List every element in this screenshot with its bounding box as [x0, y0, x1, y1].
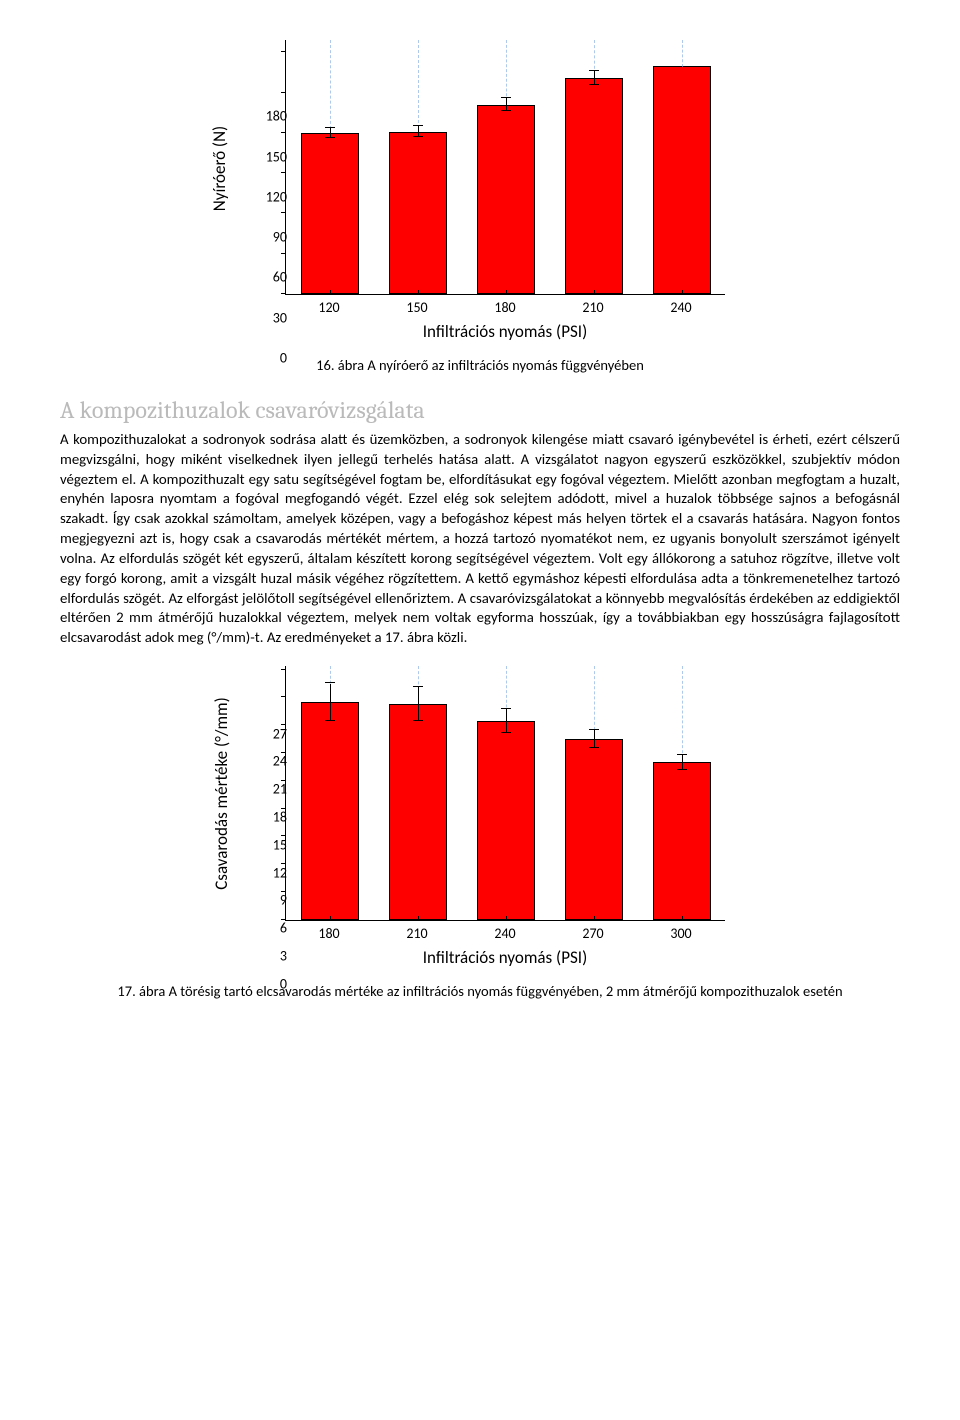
grid-line	[330, 40, 331, 134]
chart-1-caption: 16. ábra A nyíróerő az infiltrációs nyom…	[60, 356, 900, 374]
chart2-y-tick: 24	[273, 753, 287, 770]
chart2-bar	[565, 739, 622, 920]
chart1-x-tick: 150	[406, 299, 427, 316]
grid-line	[418, 40, 419, 133]
chart2-y-tick: 9	[280, 892, 287, 909]
chart1-y-tick: 60	[273, 269, 287, 286]
chart1-y-tick: 180	[266, 108, 287, 125]
tick-mark	[330, 290, 331, 295]
chart2-bar	[389, 704, 446, 920]
chart-2-caption: 17. ábra A törésig tartó elcsavarodás mé…	[60, 982, 900, 1000]
tick-mark	[281, 172, 286, 173]
chart1-y-tick: 90	[273, 229, 287, 246]
error-bar	[594, 730, 595, 749]
error-cap	[501, 732, 511, 733]
error-bar	[506, 709, 507, 733]
chart1-bar	[301, 133, 358, 294]
tick-mark	[594, 290, 595, 295]
error-bar	[330, 684, 331, 721]
chart1-bar	[653, 66, 710, 294]
section-title: A kompozithuzalok csavaróvizsgálata	[60, 396, 900, 424]
chart1-x-tick: 240	[670, 299, 691, 316]
chart2-x-tick: 240	[494, 925, 515, 942]
grid-line	[682, 40, 683, 67]
chart2-x-tick: 270	[582, 925, 603, 942]
chart2-y-tick: 12	[273, 864, 287, 881]
error-cap	[413, 125, 423, 126]
chart-1-container: Nyíróerő (N)0306090120150180120150180210…	[60, 40, 900, 350]
chart1-x-tick: 180	[494, 299, 515, 316]
chart1-y-tick: 0	[280, 350, 287, 367]
error-cap	[501, 97, 511, 98]
tick-mark	[281, 212, 286, 213]
error-cap	[589, 70, 599, 71]
grid-line	[506, 40, 507, 106]
chart2-bar	[301, 702, 358, 920]
error-cap	[589, 747, 599, 748]
error-cap	[325, 127, 335, 128]
tick-mark	[682, 916, 683, 921]
chart2-y-tick: 27	[273, 725, 287, 742]
chart1-y-tick: 150	[266, 148, 287, 165]
chart1-x-label: Infiltrációs nyomás (PSI)	[285, 321, 725, 342]
chart2-x-tick: 210	[406, 925, 427, 942]
chart2-x-label: Infiltrációs nyomás (PSI)	[285, 947, 725, 968]
chart2-x-tick: 300	[670, 925, 691, 942]
error-cap	[413, 686, 423, 687]
error-bar	[418, 687, 419, 720]
error-cap	[325, 682, 335, 683]
error-cap	[501, 708, 511, 709]
grid-line	[682, 666, 683, 763]
chart2-y-tick: 15	[273, 836, 287, 853]
error-cap	[589, 84, 599, 85]
tick-mark	[330, 916, 331, 921]
chart2-bar	[477, 721, 534, 920]
tick-mark	[682, 290, 683, 295]
chart2-bar	[653, 762, 710, 920]
chart1-bar	[389, 132, 446, 294]
error-cap	[325, 137, 335, 138]
tick-mark	[281, 132, 286, 133]
error-cap	[413, 136, 423, 137]
chart1-bar	[565, 78, 622, 294]
chart-1: Nyíróerő (N)0306090120150180120150180210…	[225, 40, 735, 350]
chart-2-container: Csavarodás mértéke (°/mm)036912151821242…	[60, 666, 900, 976]
tick-mark	[281, 696, 286, 697]
chart2-y-tick: 21	[273, 781, 287, 798]
tick-mark	[281, 293, 286, 294]
error-cap	[325, 720, 335, 721]
tick-mark	[281, 92, 286, 93]
chart1-y-tick: 30	[273, 309, 287, 326]
error-bar	[594, 71, 595, 84]
chart2-y-tick: 18	[273, 809, 287, 826]
chart1-y-tick: 120	[266, 188, 287, 205]
chart1-bar	[477, 105, 534, 294]
tick-mark	[418, 916, 419, 921]
chart1-x-tick: 210	[582, 299, 603, 316]
error-cap	[589, 729, 599, 730]
chart2-x-tick: 180	[318, 925, 339, 942]
error-cap	[677, 754, 687, 755]
chart-2: Csavarodás mértéke (°/mm)036912151821242…	[225, 666, 735, 976]
chart2-y-tick: 6	[280, 920, 287, 937]
tick-mark	[281, 253, 286, 254]
tick-mark	[506, 916, 507, 921]
chart1-y-label: Nyíróerő (N)	[209, 125, 230, 210]
tick-mark	[418, 290, 419, 295]
error-cap	[413, 720, 423, 721]
error-bar	[682, 755, 683, 770]
tick-mark	[281, 669, 286, 670]
tick-mark	[594, 916, 595, 921]
chart1-x-tick: 120	[318, 299, 339, 316]
chart2-y-tick: 0	[280, 975, 287, 992]
error-bar	[506, 98, 507, 111]
body-paragraph: A kompozithuzalokat a sodronyok sodrása …	[60, 430, 900, 648]
error-cap	[677, 769, 687, 770]
chart2-y-label: Csavarodás mértéke (°/mm)	[211, 698, 232, 891]
tick-mark	[506, 290, 507, 295]
chart2-y-tick: 3	[280, 948, 287, 965]
tick-mark	[281, 51, 286, 52]
error-cap	[501, 110, 511, 111]
